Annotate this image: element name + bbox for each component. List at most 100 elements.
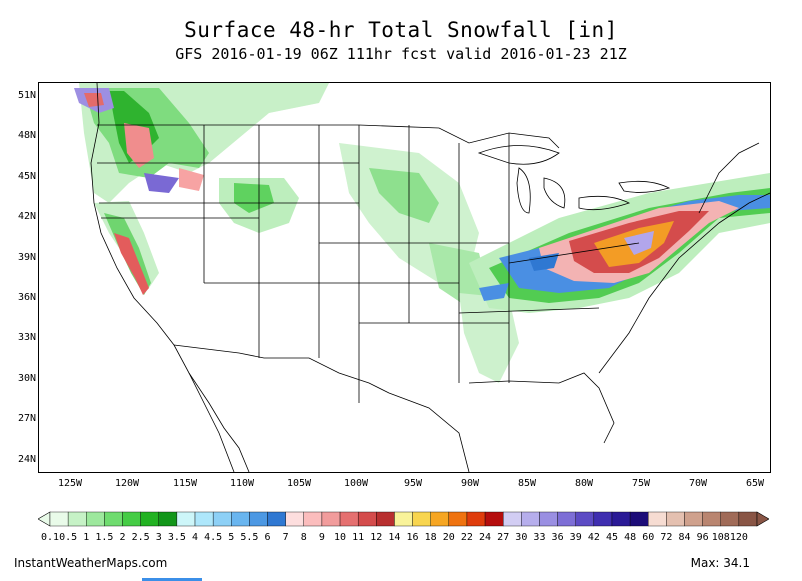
colorbar-swatch <box>122 511 141 527</box>
colorbar-right-arrow <box>756 511 769 527</box>
colorbar-swatch <box>430 511 450 527</box>
colorbar-label: 14 <box>388 532 401 543</box>
colorbar-label: 30 <box>515 532 528 543</box>
colorbar-label: 72 <box>660 532 673 543</box>
colorbar-swatch <box>720 511 740 527</box>
lat-label: 48N <box>17 130 36 141</box>
lon-label: 90W <box>460 478 480 489</box>
colorbar-label: 16 <box>406 532 419 543</box>
colorbar-label: 3 <box>155 532 162 543</box>
colorbar-swatch <box>285 511 304 527</box>
colorbar-label: 9 <box>318 532 325 543</box>
colorbar-label: 48 <box>624 532 637 543</box>
lon-label: 65W <box>745 478 765 489</box>
colorbar-swatch <box>176 511 196 527</box>
colorbar-label: 2 <box>119 532 126 543</box>
colorbar-swatch <box>86 511 105 527</box>
colorbar-swatch <box>140 511 159 527</box>
colorbar-label: 42 <box>587 532 600 543</box>
colorbar-swatch <box>376 511 395 527</box>
lat-label: 30N <box>17 373 36 384</box>
colorbar-label: 20 <box>442 532 455 543</box>
snowfall-map <box>38 82 771 473</box>
colorbar-swatch <box>557 511 576 527</box>
lat-label: 24N <box>17 454 36 465</box>
colorbar-swatch <box>484 511 504 527</box>
map-title: Surface 48-hr Total Snowfall [in] <box>184 18 618 42</box>
colorbar-label: 96 <box>696 532 709 543</box>
colorbar-label: 4.5 <box>204 532 223 543</box>
colorbar-swatch <box>648 511 667 527</box>
colorbar-label: 1 <box>83 532 90 543</box>
colorbar-label: 45 <box>605 532 618 543</box>
lat-label: 39N <box>17 252 36 263</box>
colorbar-swatch <box>412 511 431 527</box>
lon-label: 110W <box>229 478 255 489</box>
colorbar-label: 39 <box>569 532 582 543</box>
lat-label: 51N <box>17 90 36 101</box>
colorbar-label: 120 <box>729 532 748 543</box>
lon-label: 85W <box>517 478 537 489</box>
colorbar-swatch <box>521 511 540 527</box>
colorbar-label: 7 <box>282 532 289 543</box>
lon-label: 95W <box>403 478 423 489</box>
colorbar <box>38 511 769 527</box>
colorbar-swatch <box>466 511 486 527</box>
colorbar-label: 2.5 <box>131 532 150 543</box>
colorbar-swatch <box>357 511 377 527</box>
lat-label: 36N <box>17 292 36 303</box>
colorbar-swatch <box>738 511 758 527</box>
lon-label: 70W <box>688 478 708 489</box>
colorbar-swatch <box>394 511 413 527</box>
colorbar-swatch <box>684 511 703 527</box>
colorbar-label: 12 <box>370 532 383 543</box>
colorbar-label: 3.5 <box>167 532 186 543</box>
colorbar-swatch <box>158 511 178 527</box>
colorbar-label: 0.5 <box>59 532 78 543</box>
colorbar-label: 33 <box>533 532 546 543</box>
colorbar-swatch <box>539 511 558 527</box>
lon-label: 80W <box>574 478 594 489</box>
colorbar-label: 36 <box>551 532 564 543</box>
lat-label: 42N <box>17 211 36 222</box>
lon-label: 125W <box>57 478 83 489</box>
colorbar-label: 24 <box>479 532 492 543</box>
colorbar-swatch <box>67 511 87 527</box>
colorbar-label: 8 <box>300 532 307 543</box>
colorbar-swatch <box>321 511 341 527</box>
lon-label: 105W <box>286 478 312 489</box>
lat-label: 27N <box>17 413 36 424</box>
colorbar-swatch <box>194 511 214 527</box>
colorbar-label: 22 <box>460 532 473 543</box>
colorbar-label: 0.1 <box>40 532 60 543</box>
colorbar-swatch <box>104 511 123 527</box>
accent-strip <box>142 578 202 581</box>
colorbar-swatch <box>666 511 685 527</box>
colorbar-label: 4 <box>192 532 199 543</box>
colorbar-label: 5 <box>228 532 235 543</box>
max-label: Max: 34.1 <box>690 556 750 570</box>
colorbar-label: 27 <box>497 532 510 543</box>
colorbar-label: 1.5 <box>95 532 114 543</box>
colorbar-swatch <box>212 511 232 527</box>
colorbar-swatch <box>702 511 721 527</box>
colorbar-swatch <box>575 511 595 527</box>
lon-label: 115W <box>172 478 198 489</box>
colorbar-label: 5.5 <box>240 532 259 543</box>
state-boundaries <box>90 83 770 472</box>
lat-label: 45N <box>17 171 36 182</box>
snowfall-west <box>74 83 329 295</box>
colorbar-swatch <box>611 511 631 527</box>
colorbar-label: 18 <box>424 532 437 543</box>
colorbar-swatch <box>448 511 468 527</box>
lon-label: 75W <box>631 478 651 489</box>
colorbar-swatch <box>231 511 250 527</box>
colorbar-swatch <box>49 511 69 527</box>
colorbar-label: 108 <box>711 532 730 543</box>
lon-label: 100W <box>343 478 369 489</box>
colorbar-label: 6 <box>264 532 271 543</box>
colorbar-label: 84 <box>678 532 691 543</box>
colorbar-label: 10 <box>334 532 347 543</box>
colorbar-label: 11 <box>352 532 365 543</box>
source-label: InstantWeatherMaps.com <box>14 556 168 570</box>
